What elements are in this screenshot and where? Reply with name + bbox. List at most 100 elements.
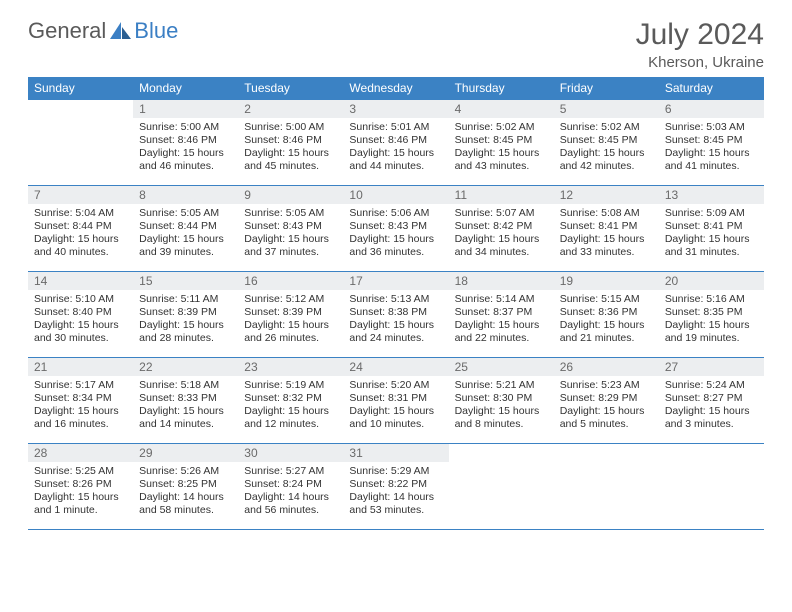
day-line: Sunset: 8:43 PM bbox=[244, 220, 337, 233]
day-line: Daylight: 15 hours bbox=[34, 319, 127, 332]
day-details: Sunrise: 5:02 AMSunset: 8:45 PMDaylight:… bbox=[554, 118, 659, 178]
day-line: Sunset: 8:44 PM bbox=[34, 220, 127, 233]
calendar-cell: 22Sunrise: 5:18 AMSunset: 8:33 PMDayligh… bbox=[133, 358, 238, 444]
day-line: and 42 minutes. bbox=[560, 160, 653, 173]
calendar-cell: 14Sunrise: 5:10 AMSunset: 8:40 PMDayligh… bbox=[28, 272, 133, 358]
day-line: Daylight: 15 hours bbox=[560, 147, 653, 160]
day-number: 1 bbox=[133, 100, 238, 118]
day-details: Sunrise: 5:12 AMSunset: 8:39 PMDaylight:… bbox=[238, 290, 343, 350]
day-line: Daylight: 15 hours bbox=[139, 319, 232, 332]
calendar-cell: 25Sunrise: 5:21 AMSunset: 8:30 PMDayligh… bbox=[449, 358, 554, 444]
calendar-cell: 11Sunrise: 5:07 AMSunset: 8:42 PMDayligh… bbox=[449, 186, 554, 272]
calendar-cell: 7Sunrise: 5:04 AMSunset: 8:44 PMDaylight… bbox=[28, 186, 133, 272]
day-line: Sunset: 8:45 PM bbox=[455, 134, 548, 147]
logo-sail-icon bbox=[110, 22, 132, 40]
calendar-table: SundayMondayTuesdayWednesdayThursdayFrid… bbox=[28, 77, 764, 530]
day-line: Daylight: 15 hours bbox=[34, 491, 127, 504]
day-line: Daylight: 15 hours bbox=[244, 319, 337, 332]
day-line: Daylight: 15 hours bbox=[455, 233, 548, 246]
day-line: Daylight: 15 hours bbox=[560, 233, 653, 246]
day-line: Sunset: 8:32 PM bbox=[244, 392, 337, 405]
day-details: Sunrise: 5:19 AMSunset: 8:32 PMDaylight:… bbox=[238, 376, 343, 436]
day-number: 31 bbox=[343, 444, 448, 462]
calendar-cell: 18Sunrise: 5:14 AMSunset: 8:37 PMDayligh… bbox=[449, 272, 554, 358]
day-details: Sunrise: 5:05 AMSunset: 8:43 PMDaylight:… bbox=[238, 204, 343, 264]
day-line: Daylight: 15 hours bbox=[349, 147, 442, 160]
weekday-header: Friday bbox=[554, 77, 659, 100]
day-number: 6 bbox=[659, 100, 764, 118]
day-line: and 1 minute. bbox=[34, 504, 127, 517]
day-line: and 31 minutes. bbox=[665, 246, 758, 259]
day-line: and 3 minutes. bbox=[665, 418, 758, 431]
day-number: 22 bbox=[133, 358, 238, 376]
day-line: Sunrise: 5:09 AM bbox=[665, 207, 758, 220]
day-line: Sunset: 8:45 PM bbox=[560, 134, 653, 147]
day-number: 12 bbox=[554, 186, 659, 204]
calendar-cell: 15Sunrise: 5:11 AMSunset: 8:39 PMDayligh… bbox=[133, 272, 238, 358]
day-details: Sunrise: 5:09 AMSunset: 8:41 PMDaylight:… bbox=[659, 204, 764, 264]
day-number: 7 bbox=[28, 186, 133, 204]
day-line: Sunrise: 5:26 AM bbox=[139, 465, 232, 478]
day-details: Sunrise: 5:25 AMSunset: 8:26 PMDaylight:… bbox=[28, 462, 133, 522]
day-details: Sunrise: 5:01 AMSunset: 8:46 PMDaylight:… bbox=[343, 118, 448, 178]
day-line: Sunset: 8:42 PM bbox=[455, 220, 548, 233]
day-line: Sunset: 8:29 PM bbox=[560, 392, 653, 405]
day-line: Sunset: 8:38 PM bbox=[349, 306, 442, 319]
calendar-cell: 24Sunrise: 5:20 AMSunset: 8:31 PMDayligh… bbox=[343, 358, 448, 444]
day-details: Sunrise: 5:00 AMSunset: 8:46 PMDaylight:… bbox=[238, 118, 343, 178]
calendar-header: SundayMondayTuesdayWednesdayThursdayFrid… bbox=[28, 77, 764, 100]
day-line: Daylight: 15 hours bbox=[455, 319, 548, 332]
day-details: Sunrise: 5:26 AMSunset: 8:25 PMDaylight:… bbox=[133, 462, 238, 522]
weekday-header: Sunday bbox=[28, 77, 133, 100]
day-line: Daylight: 15 hours bbox=[34, 405, 127, 418]
day-line: Sunset: 8:46 PM bbox=[244, 134, 337, 147]
day-line: and 22 minutes. bbox=[455, 332, 548, 345]
day-number: 23 bbox=[238, 358, 343, 376]
day-details: Sunrise: 5:21 AMSunset: 8:30 PMDaylight:… bbox=[449, 376, 554, 436]
day-details: Sunrise: 5:10 AMSunset: 8:40 PMDaylight:… bbox=[28, 290, 133, 350]
day-line: and 33 minutes. bbox=[560, 246, 653, 259]
day-details: Sunrise: 5:18 AMSunset: 8:33 PMDaylight:… bbox=[133, 376, 238, 436]
day-details: Sunrise: 5:16 AMSunset: 8:35 PMDaylight:… bbox=[659, 290, 764, 350]
day-line: Sunset: 8:39 PM bbox=[139, 306, 232, 319]
location-label: Kherson, Ukraine bbox=[636, 54, 764, 71]
day-line: Sunset: 8:22 PM bbox=[349, 478, 442, 491]
day-line: Daylight: 15 hours bbox=[455, 405, 548, 418]
day-line: and 14 minutes. bbox=[139, 418, 232, 431]
calendar-cell: 9Sunrise: 5:05 AMSunset: 8:43 PMDaylight… bbox=[238, 186, 343, 272]
day-line: and 45 minutes. bbox=[244, 160, 337, 173]
day-number: 19 bbox=[554, 272, 659, 290]
day-line: and 44 minutes. bbox=[349, 160, 442, 173]
day-line: Daylight: 15 hours bbox=[665, 233, 758, 246]
day-line: Sunrise: 5:27 AM bbox=[244, 465, 337, 478]
day-line: Daylight: 14 hours bbox=[244, 491, 337, 504]
day-details: Sunrise: 5:03 AMSunset: 8:45 PMDaylight:… bbox=[659, 118, 764, 178]
day-line: Sunset: 8:41 PM bbox=[560, 220, 653, 233]
day-line: Sunset: 8:46 PM bbox=[349, 134, 442, 147]
day-line: and 19 minutes. bbox=[665, 332, 758, 345]
day-line: Sunrise: 5:10 AM bbox=[34, 293, 127, 306]
day-details: Sunrise: 5:27 AMSunset: 8:24 PMDaylight:… bbox=[238, 462, 343, 522]
day-line: Sunset: 8:45 PM bbox=[665, 134, 758, 147]
day-details: Sunrise: 5:15 AMSunset: 8:36 PMDaylight:… bbox=[554, 290, 659, 350]
page-header: General Blue July 2024 Kherson, Ukraine bbox=[28, 18, 764, 71]
day-line: Daylight: 15 hours bbox=[455, 147, 548, 160]
day-details: Sunrise: 5:14 AMSunset: 8:37 PMDaylight:… bbox=[449, 290, 554, 350]
day-details: Sunrise: 5:02 AMSunset: 8:45 PMDaylight:… bbox=[449, 118, 554, 178]
day-line: and 34 minutes. bbox=[455, 246, 548, 259]
calendar-cell bbox=[659, 444, 764, 530]
calendar-cell: 27Sunrise: 5:24 AMSunset: 8:27 PMDayligh… bbox=[659, 358, 764, 444]
weekday-header: Tuesday bbox=[238, 77, 343, 100]
day-line: Sunrise: 5:20 AM bbox=[349, 379, 442, 392]
calendar-cell: 29Sunrise: 5:26 AMSunset: 8:25 PMDayligh… bbox=[133, 444, 238, 530]
day-line: Sunset: 8:46 PM bbox=[139, 134, 232, 147]
day-line: Sunset: 8:35 PM bbox=[665, 306, 758, 319]
day-line: Daylight: 15 hours bbox=[244, 147, 337, 160]
day-number: 2 bbox=[238, 100, 343, 118]
day-line: and 36 minutes. bbox=[349, 246, 442, 259]
day-line: and 46 minutes. bbox=[139, 160, 232, 173]
calendar-body: 1Sunrise: 5:00 AMSunset: 8:46 PMDaylight… bbox=[28, 100, 764, 530]
day-line: Sunrise: 5:23 AM bbox=[560, 379, 653, 392]
weekday-header: Monday bbox=[133, 77, 238, 100]
day-line: Daylight: 15 hours bbox=[665, 319, 758, 332]
